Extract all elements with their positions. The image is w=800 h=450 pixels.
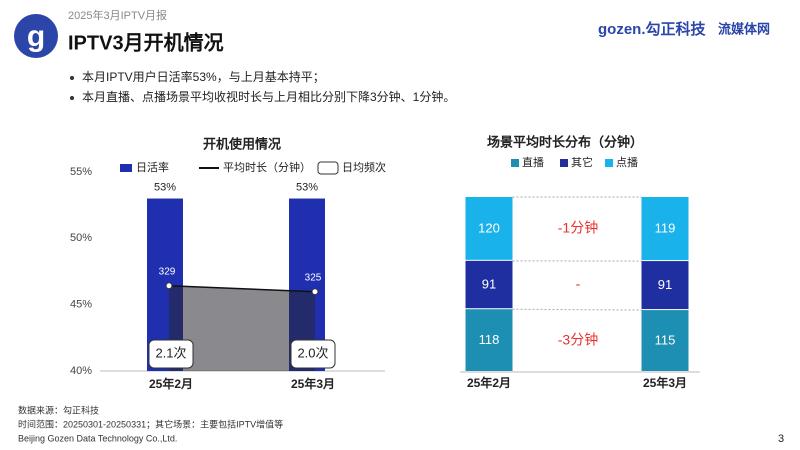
bar-segment	[465, 197, 513, 260]
bar-label: 53%	[154, 181, 176, 193]
segment-label: 119	[655, 220, 676, 235]
x-tick-label: 25年2月	[467, 375, 511, 390]
segment-label: 91	[658, 277, 672, 292]
bullet-dot	[70, 96, 74, 100]
source: 数据来源：勾正科技	[18, 404, 99, 415]
bar-segment	[641, 310, 689, 371]
duration-point	[165, 282, 173, 290]
y-tick-label: 40%	[70, 365, 92, 377]
time-range: 时间范围：20250301-20250331；其它场景：主要包括IPTV增值等	[18, 418, 283, 429]
legend-swatch	[605, 159, 613, 167]
bar-segment	[465, 309, 513, 371]
change-annotation: -1分钟	[558, 220, 598, 236]
y-tick-label: 55%	[70, 166, 92, 178]
frequency-box	[148, 339, 194, 369]
gozen-logo: gozen.勾正科技	[598, 20, 706, 38]
frequency-box	[290, 339, 336, 369]
bar-label: 53%	[296, 181, 318, 193]
legend-swatch	[560, 159, 568, 167]
legend-swatch	[120, 164, 132, 172]
bar-segment	[465, 260, 513, 309]
segment-label: 115	[655, 332, 676, 347]
report-name: 2025年3月IPTV月报	[68, 8, 167, 22]
bar-segment	[641, 197, 689, 261]
connector	[512, 308, 642, 311]
legend-label: 直播	[522, 155, 544, 169]
segment-label: 118	[479, 332, 500, 347]
bullet: 本月直播、点播场景平均收视时长与上月相比分别下降3分钟、1分钟。	[82, 89, 455, 104]
legend-label: 其它	[571, 155, 593, 169]
duration-area	[169, 285, 315, 371]
company: Beijing Gozen Data Technology Co.,Ltd.	[18, 433, 177, 443]
logo-letter: g	[27, 20, 45, 53]
segment-label: 120	[478, 220, 500, 235]
bar-segment	[641, 261, 689, 310]
media-logo: 流媒体网	[718, 21, 770, 36]
x-tick-label: 25年3月	[643, 375, 687, 390]
frequency-label: 2.1次	[155, 345, 186, 360]
y-tick-label: 45%	[70, 299, 92, 311]
logo-circle	[14, 14, 58, 58]
change-annotation: -	[576, 276, 581, 292]
change-annotation: -3分钟	[558, 331, 598, 347]
legend-box	[317, 161, 339, 175]
duration-line	[168, 284, 316, 293]
x-tick-label: 25年3月	[291, 376, 335, 391]
duration-label: 329	[159, 266, 176, 277]
duration-point	[311, 288, 319, 296]
legend-label: 日活率	[136, 160, 169, 174]
chart-title: 开机使用情况	[203, 136, 281, 151]
page-number: 3	[778, 433, 784, 445]
duration-label: 325	[305, 272, 322, 283]
page-title: IPTV3月开机情况	[68, 30, 224, 54]
y-tick-label: 50%	[70, 232, 92, 244]
bullet-dot	[70, 76, 74, 80]
legend-label: 点播	[616, 155, 638, 169]
x-tick-label: 25年2月	[149, 376, 193, 391]
bullet: 本月IPTV用户日活率53%，与上月基本持平；	[82, 69, 325, 84]
segment-label: 91	[482, 276, 496, 291]
frequency-label: 2.0次	[297, 345, 328, 360]
legend-label: 日均频次	[342, 160, 386, 174]
legend-label: 平均时长（分钟）	[223, 160, 311, 174]
chart-title: 场景平均时长分布（分钟）	[487, 134, 643, 149]
legend-swatch	[511, 159, 519, 167]
